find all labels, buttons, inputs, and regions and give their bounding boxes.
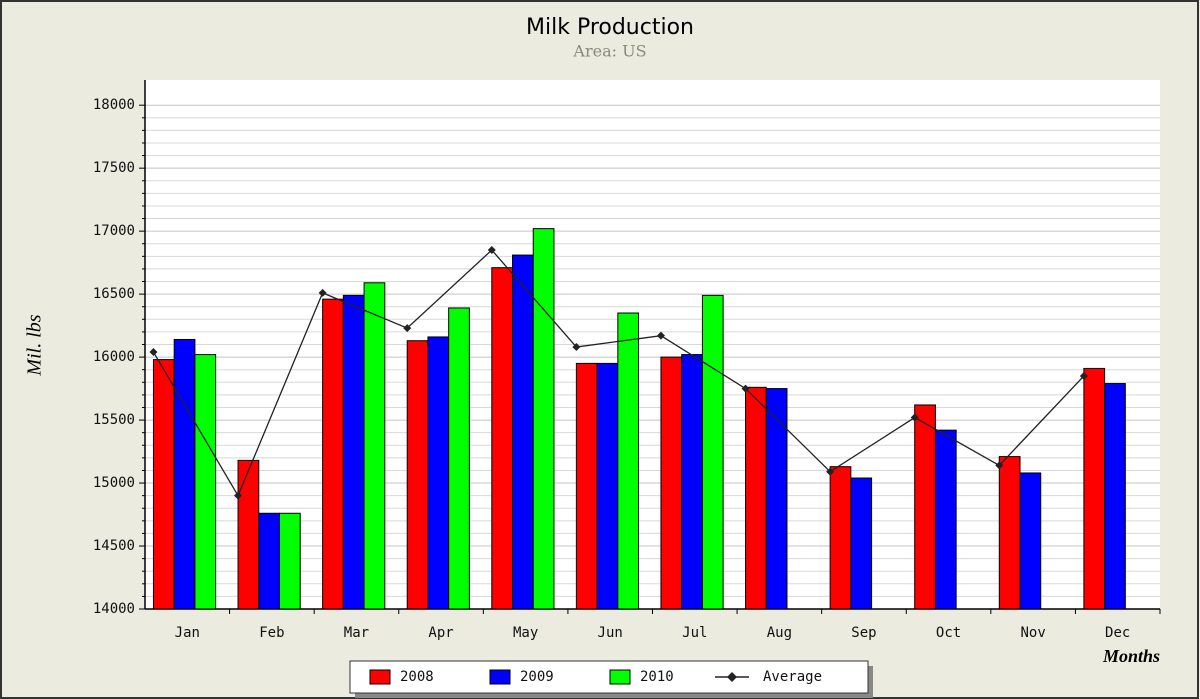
bar bbox=[745, 386, 767, 610]
y-tick-label: 17500 bbox=[93, 160, 135, 176]
bar bbox=[596, 362, 619, 610]
bar bbox=[278, 512, 301, 610]
legend-marker bbox=[727, 672, 737, 682]
x-tick-label: Feb bbox=[259, 625, 284, 641]
x-tick-label: Dec bbox=[1105, 625, 1130, 641]
bar bbox=[427, 336, 450, 610]
bar bbox=[194, 354, 217, 610]
average-marker bbox=[826, 467, 835, 476]
x-tick-label: Jan bbox=[175, 625, 200, 641]
average-marker bbox=[995, 461, 1004, 470]
bar bbox=[363, 282, 386, 610]
average-marker bbox=[234, 491, 243, 500]
chart-subtitle: Area: US bbox=[572, 42, 646, 61]
legend-label: Average bbox=[763, 669, 822, 685]
y-tick-label: 18000 bbox=[93, 97, 135, 113]
legend-label: 2010 bbox=[640, 669, 674, 685]
bar bbox=[491, 267, 514, 610]
bar bbox=[1104, 383, 1126, 610]
bar bbox=[850, 477, 873, 610]
legend-swatch bbox=[369, 669, 391, 685]
x-tick-label: Sep bbox=[851, 625, 876, 641]
average-marker bbox=[403, 324, 412, 333]
bar bbox=[406, 340, 429, 610]
legend-swatch bbox=[609, 669, 631, 685]
x-tick-label: Nov bbox=[1020, 625, 1045, 641]
y-tick-label: 17000 bbox=[93, 223, 135, 239]
bar bbox=[998, 456, 1021, 610]
legend-label: 2009 bbox=[520, 669, 554, 685]
x-axis-label: Months bbox=[1102, 646, 1160, 666]
bar bbox=[512, 254, 534, 610]
bar bbox=[448, 307, 470, 610]
bar bbox=[173, 338, 196, 610]
x-tick-label: Aug bbox=[767, 625, 792, 641]
bar bbox=[681, 354, 703, 610]
bar bbox=[322, 298, 344, 610]
average-marker bbox=[656, 331, 665, 340]
bar bbox=[342, 294, 365, 610]
bar bbox=[660, 356, 683, 610]
bar bbox=[1019, 472, 1042, 610]
x-tick-label: Jun bbox=[598, 625, 623, 641]
bar bbox=[701, 294, 724, 610]
average-marker bbox=[1079, 371, 1088, 380]
average-marker bbox=[572, 343, 581, 352]
x-tick-label: Apr bbox=[428, 625, 453, 641]
bar bbox=[152, 359, 175, 610]
bar bbox=[575, 362, 598, 610]
x-tick-label: May bbox=[513, 625, 538, 641]
average-marker bbox=[318, 288, 327, 297]
legend-label: 2008 bbox=[400, 669, 434, 685]
bar bbox=[532, 228, 555, 610]
y-tick-label: 15500 bbox=[93, 412, 135, 428]
bar bbox=[934, 429, 957, 610]
y-tick-label: 14000 bbox=[93, 601, 135, 617]
bar bbox=[617, 312, 640, 610]
bar bbox=[237, 459, 260, 610]
y-tick-label: 16500 bbox=[93, 286, 135, 302]
bar bbox=[258, 512, 280, 610]
average-marker bbox=[910, 413, 919, 422]
x-tick-label: Jul bbox=[682, 625, 707, 641]
x-tick-label: Oct bbox=[936, 625, 961, 641]
bar bbox=[914, 404, 936, 610]
average-marker bbox=[149, 348, 158, 357]
bar bbox=[1083, 367, 1106, 610]
y-tick-label: 15000 bbox=[93, 475, 135, 491]
y-tick-label: 16000 bbox=[93, 349, 135, 365]
y-axis-label: Mil. lbs bbox=[24, 314, 46, 376]
average-marker bbox=[487, 246, 496, 255]
y-tick-label: 14500 bbox=[93, 538, 135, 554]
x-tick-label: Mar bbox=[344, 625, 369, 641]
bar bbox=[765, 388, 788, 610]
legend-box bbox=[349, 660, 869, 694]
chart-title: Milk Production bbox=[526, 15, 694, 40]
legend: 2008 2009 2010 Average bbox=[349, 660, 873, 698]
average-line bbox=[152, 249, 1085, 498]
average-marker bbox=[741, 384, 750, 393]
legend-swatch bbox=[489, 669, 511, 685]
bar bbox=[829, 466, 852, 610]
